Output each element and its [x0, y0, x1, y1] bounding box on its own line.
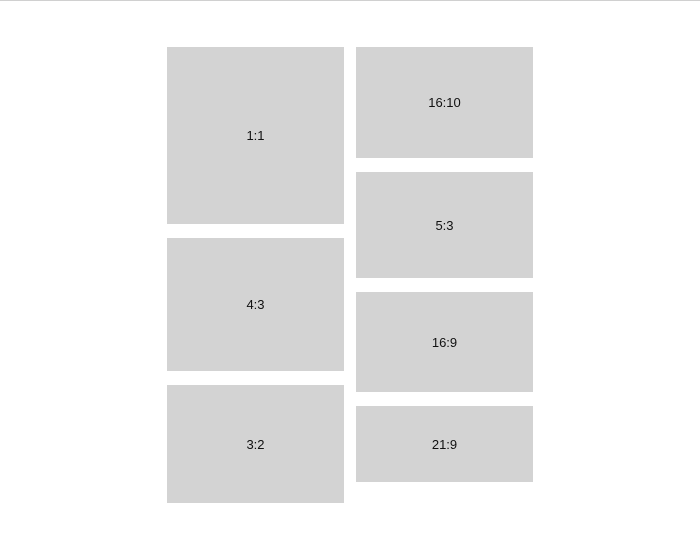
aspect-label: 4:3 — [246, 297, 264, 312]
aspect-box-ratio-3-2: 3:2 — [167, 385, 344, 503]
columns-container: 1:1 4:3 3:2 16:10 5:3 16:9 21:9 — [167, 47, 533, 503]
aspect-label: 21:9 — [432, 437, 457, 452]
aspect-label: 1:1 — [246, 128, 264, 143]
aspect-box-ratio-16-10: 16:10 — [356, 47, 533, 158]
column-1: 1:1 4:3 3:2 — [167, 47, 344, 503]
aspect-box-ratio-16-9: 16:9 — [356, 292, 533, 392]
aspect-label: 3:2 — [246, 437, 264, 452]
aspect-box-ratio-21-9: 21:9 — [356, 406, 533, 482]
aspect-label: 16:10 — [428, 95, 461, 110]
aspect-ratio-diagram: 1:1 4:3 3:2 16:10 5:3 16:9 21:9 — [0, 0, 700, 537]
aspect-label: 16:9 — [432, 335, 457, 350]
aspect-box-ratio-4-3: 4:3 — [167, 238, 344, 371]
aspect-label: 5:3 — [435, 218, 453, 233]
aspect-box-ratio-5-3: 5:3 — [356, 172, 533, 278]
aspect-box-ratio-1-1: 1:1 — [167, 47, 344, 224]
column-2: 16:10 5:3 16:9 21:9 — [356, 47, 533, 482]
